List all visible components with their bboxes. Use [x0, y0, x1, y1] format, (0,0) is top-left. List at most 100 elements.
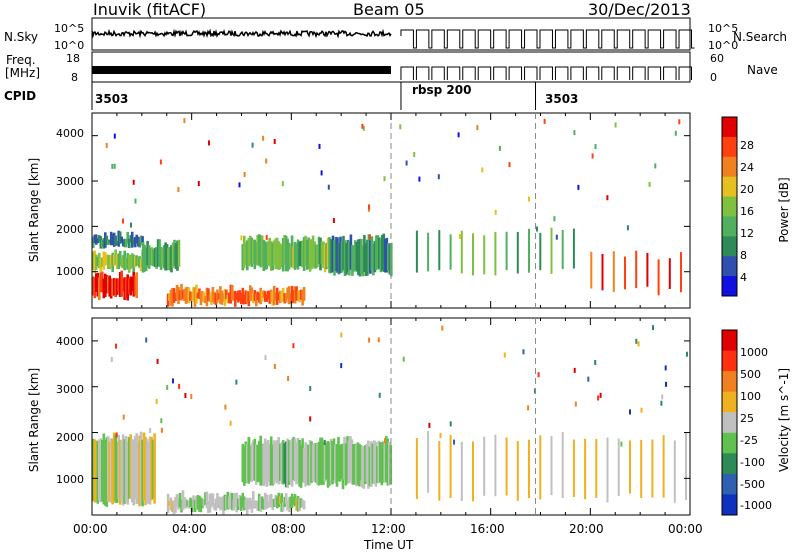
power-echo-1: [121, 255, 125, 269]
power-echo-0: [117, 278, 120, 292]
power-scatter-point: [553, 216, 556, 222]
velocity-scatter-point: [378, 392, 381, 398]
velocity-echo-1: [175, 494, 179, 507]
velocity-echo-1: [274, 494, 277, 506]
power-echo-4: [169, 289, 173, 306]
velocity-echo-1: [238, 495, 242, 507]
velocity-echo-1: [171, 501, 174, 513]
velocity-echo-0: [148, 436, 152, 505]
power-echo-6: [346, 239, 350, 273]
power-colorbar-frame: [721, 116, 738, 297]
power-echo-4: [284, 293, 288, 303]
power-echo-6: [379, 239, 383, 273]
velocity-scatter-point: [172, 378, 174, 384]
velocity-echo-1: [293, 494, 297, 507]
power-echo-5: [299, 241, 303, 267]
velocity-echo-2: [299, 444, 303, 488]
power-echo-5: [252, 239, 255, 264]
power-echo-1: [124, 257, 128, 269]
power-echo-4: [290, 285, 294, 304]
power-echo-6: [376, 235, 380, 269]
velocity-echo-2: [293, 438, 297, 482]
power-echo-3: [156, 239, 160, 267]
power-scatter-point: [626, 225, 629, 231]
velocity-scatter-point: [155, 398, 158, 404]
power-scatter-point: [362, 125, 365, 131]
velocity-echo-2: [359, 445, 363, 481]
power-echo-4: [298, 290, 301, 303]
power-echo-4: [178, 290, 182, 301]
velocity-echo-1: [228, 496, 231, 508]
power-echo-1: [135, 255, 138, 266]
power-echo-8: [646, 252, 649, 287]
velocity-scatter-point: [340, 363, 343, 369]
velocity-echo-2: [257, 440, 261, 483]
power-echo-5: [271, 242, 274, 271]
velocity-echo-2: [350, 439, 354, 485]
velocity-scatter-point: [156, 358, 159, 364]
freq-left-label-1: Freq.: [6, 53, 36, 67]
power-echo-5: [305, 239, 309, 270]
velocity-echo-1: [199, 497, 203, 513]
velocity-echo-0: [150, 437, 153, 501]
power-echo-3: [174, 243, 178, 269]
power-echo-8: [612, 251, 615, 292]
power-colorbar-segment: [722, 276, 737, 297]
power-scatter-point: [130, 222, 132, 228]
velocity-echo-1: [210, 493, 213, 508]
power-echo-7: [415, 230, 418, 273]
power-echo-6: [382, 233, 386, 272]
power-colorbar-segment: [722, 236, 737, 257]
power-scatter-point: [251, 142, 254, 148]
velocity-echo-1: [250, 500, 254, 513]
freq-left-label-2: [MHz]: [5, 66, 41, 80]
power-scatter-point: [281, 181, 284, 187]
xtick-0: 00:00: [73, 522, 108, 536]
power-echo-0: [93, 277, 97, 299]
power-scatter-point: [240, 235, 243, 241]
power-echo-3: [165, 244, 169, 271]
velocity-echo-2: [373, 440, 376, 485]
power-echo-4: [295, 286, 298, 301]
power-echo-4: [180, 283, 183, 301]
velocity-scatter-point: [229, 420, 232, 426]
power-echo-4: [211, 286, 215, 303]
velocity-echo-2: [311, 444, 315, 481]
date-title: 30/Dec/2013: [588, 0, 691, 19]
power-echo-4: [269, 289, 273, 303]
power-echo-2: [133, 237, 137, 248]
power-echo-8: [668, 258, 671, 289]
velocity-colorbar-segment: [722, 432, 737, 454]
cpid-seg-2: rbsp 200: [412, 83, 472, 97]
velocity-echo-1: [290, 493, 294, 509]
velocity-echo-2: [246, 443, 249, 483]
power-echo-5: [241, 244, 245, 271]
power-echo-3: [158, 239, 161, 267]
velocity-echo-1: [257, 493, 261, 511]
power-scatter-point: [113, 163, 116, 169]
power-echo-6: [364, 242, 368, 276]
power-echo-4: [171, 287, 174, 307]
velocity-echo-0: [114, 434, 117, 503]
velocity-echo-0: [98, 439, 101, 501]
power-echo-1: [109, 255, 113, 268]
power-echo-4: [192, 287, 195, 302]
power-echo-5: [325, 242, 328, 270]
velocity-echo-1: [265, 494, 268, 509]
vel-cb-tick-4: -25: [740, 434, 758, 447]
velocity-echo-0: [139, 431, 143, 505]
power-echo-1: [133, 255, 137, 268]
power-echo-0: [108, 275, 111, 297]
power-echo-5: [274, 238, 277, 270]
power-scatter-point: [555, 234, 558, 240]
power-echo-4: [207, 288, 210, 301]
power-scatter-point: [111, 163, 114, 169]
power-echo-5: [244, 242, 248, 265]
power-echo-6: [363, 235, 366, 272]
velocity-echo-1: [211, 493, 215, 506]
power-echo-2: [123, 238, 126, 248]
power-scatter-point: [265, 158, 268, 164]
power-echo-4: [231, 285, 234, 301]
power-echo-6: [339, 236, 342, 273]
power-echo-2: [109, 231, 113, 246]
